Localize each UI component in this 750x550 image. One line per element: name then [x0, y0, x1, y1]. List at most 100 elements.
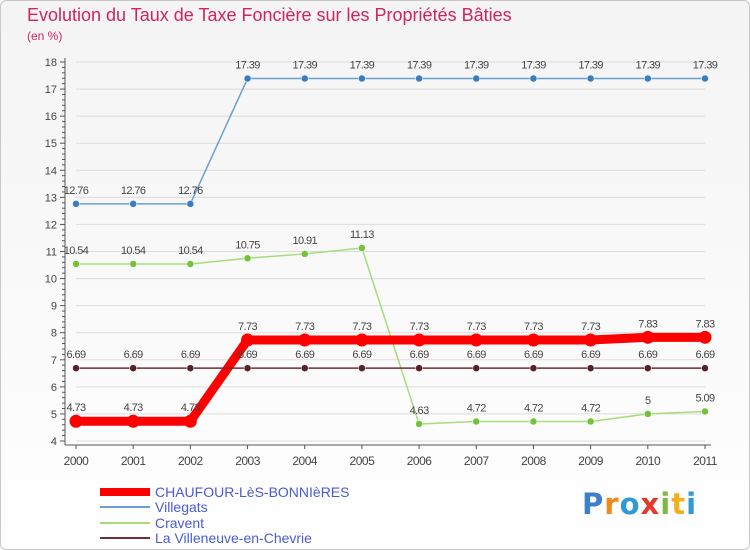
- x-tick-label: 2003: [235, 454, 261, 468]
- x-tick-label: 2010: [635, 454, 661, 468]
- data-label: 7.83: [638, 318, 657, 330]
- data-label: 7.73: [410, 321, 429, 333]
- chart-title: Evolution du Taux de Taxe Foncière sur l…: [27, 5, 512, 25]
- data-label: 7.83: [695, 318, 714, 330]
- legend-label-villeneuve: La Villeneuve-en-Chevrie: [155, 530, 312, 547]
- data-point: [241, 333, 255, 347]
- data-point: [186, 260, 195, 268]
- data-point: [300, 74, 309, 83]
- y-axis-unit-label: (en %): [27, 29, 63, 43]
- data-label: 10.54: [121, 245, 146, 257]
- data-label: 7.73: [524, 321, 543, 333]
- data-point: [300, 250, 309, 258]
- data-label: 5: [645, 395, 651, 407]
- legend-label-chaufour: CHAUFOUR-LèS-BONNIèRES: [155, 483, 350, 500]
- data-label: 7.73: [238, 321, 257, 333]
- series-line-1: [75, 77, 706, 205]
- data-label: 6.69: [352, 349, 371, 361]
- data-point: [126, 414, 140, 428]
- data-label: 10.91: [292, 235, 317, 247]
- logo-letter: P: [582, 487, 605, 521]
- data-label: 17.39: [521, 60, 546, 72]
- data-label: 6.69: [181, 349, 200, 361]
- data-point: [526, 333, 540, 347]
- data-point: [472, 74, 481, 83]
- legend-item-chaufour: CHAUFOUR-LèS-BONNIèRES: [100, 484, 349, 500]
- data-label: 6.69: [124, 349, 143, 361]
- data-point: [186, 364, 195, 372]
- legend-item-cravent: Cravent: [100, 515, 349, 531]
- data-point: [412, 333, 426, 347]
- data-label: 17.39: [578, 60, 603, 72]
- data-label: 17.39: [636, 60, 661, 72]
- y-tick-label: 16: [45, 111, 57, 123]
- data-point: [472, 364, 481, 372]
- y-tick-label: 5: [51, 409, 57, 421]
- x-tick-label: 2001: [121, 454, 147, 468]
- data-label: 7.73: [467, 321, 486, 333]
- data-label: 17.39: [693, 60, 718, 72]
- y-tick-label: 18: [45, 57, 57, 69]
- data-label: 6.69: [695, 349, 714, 361]
- data-label: 17.39: [235, 60, 260, 72]
- x-tick-label: 2011: [693, 454, 718, 468]
- data-point: [415, 74, 423, 83]
- logo-letter: x: [640, 487, 661, 521]
- data-point: [243, 364, 252, 372]
- y-tick-label: 8: [51, 328, 57, 340]
- data-point: [529, 417, 538, 426]
- data-label: 12.76: [121, 185, 146, 197]
- data-point: [698, 330, 712, 344]
- data-label: 7.73: [581, 321, 600, 333]
- data-point: [415, 420, 423, 428]
- data-label: 4.73: [66, 402, 85, 414]
- data-label: 6.69: [66, 349, 85, 361]
- legend-item-villeneuve: La Villeneuve-en-Chevrie: [100, 530, 349, 547]
- y-tick-label: 10: [45, 274, 57, 286]
- logo-letter: o: [619, 487, 641, 521]
- legend-label-villegats: Villegats: [155, 499, 208, 516]
- x-tick-label: 2005: [350, 454, 376, 468]
- legend-swatch-villeneuve: [100, 537, 150, 540]
- x-tick-label: 2006: [407, 454, 433, 468]
- data-point: [129, 364, 137, 372]
- data-point: [586, 364, 595, 372]
- data-point: [243, 74, 252, 83]
- data-label: 6.69: [410, 349, 429, 361]
- y-tick-label: 6: [51, 382, 57, 394]
- data-label: 6.69: [238, 349, 257, 361]
- data-point: [529, 74, 538, 83]
- data-point: [183, 414, 197, 428]
- data-point: [72, 364, 80, 372]
- data-point: [415, 364, 423, 372]
- data-point: [358, 74, 366, 83]
- data-point: [701, 74, 709, 83]
- data-point: [298, 333, 312, 347]
- logo-letter: r: [604, 487, 620, 521]
- y-tick-label: 15: [45, 138, 57, 150]
- data-point: [469, 333, 483, 347]
- y-tick-label: 12: [45, 219, 57, 231]
- data-label: 12.76: [178, 185, 203, 197]
- legend-item-villegats: Villegats: [100, 499, 349, 516]
- data-point: [641, 330, 655, 344]
- x-tick-label: 2009: [578, 454, 604, 468]
- legend-swatch-cravent: [100, 521, 150, 524]
- data-label: 17.39: [464, 60, 489, 72]
- data-label: 4.72: [524, 403, 543, 415]
- y-tick-label: 9: [51, 301, 57, 313]
- data-point: [644, 364, 652, 372]
- legend-swatch-villegats: [100, 506, 150, 509]
- data-point: [355, 333, 369, 347]
- y-tick-label: 17: [45, 84, 57, 96]
- data-point: [72, 260, 80, 268]
- data-point: [358, 244, 366, 252]
- x-tick-label: 2000: [64, 454, 90, 468]
- data-label: 4.72: [467, 403, 486, 415]
- data-point: [586, 417, 595, 426]
- data-label: 6.69: [295, 349, 314, 361]
- x-tick-label: 2004: [292, 454, 318, 468]
- data-label: 12.76: [64, 185, 89, 197]
- data-label: 7.73: [295, 321, 314, 333]
